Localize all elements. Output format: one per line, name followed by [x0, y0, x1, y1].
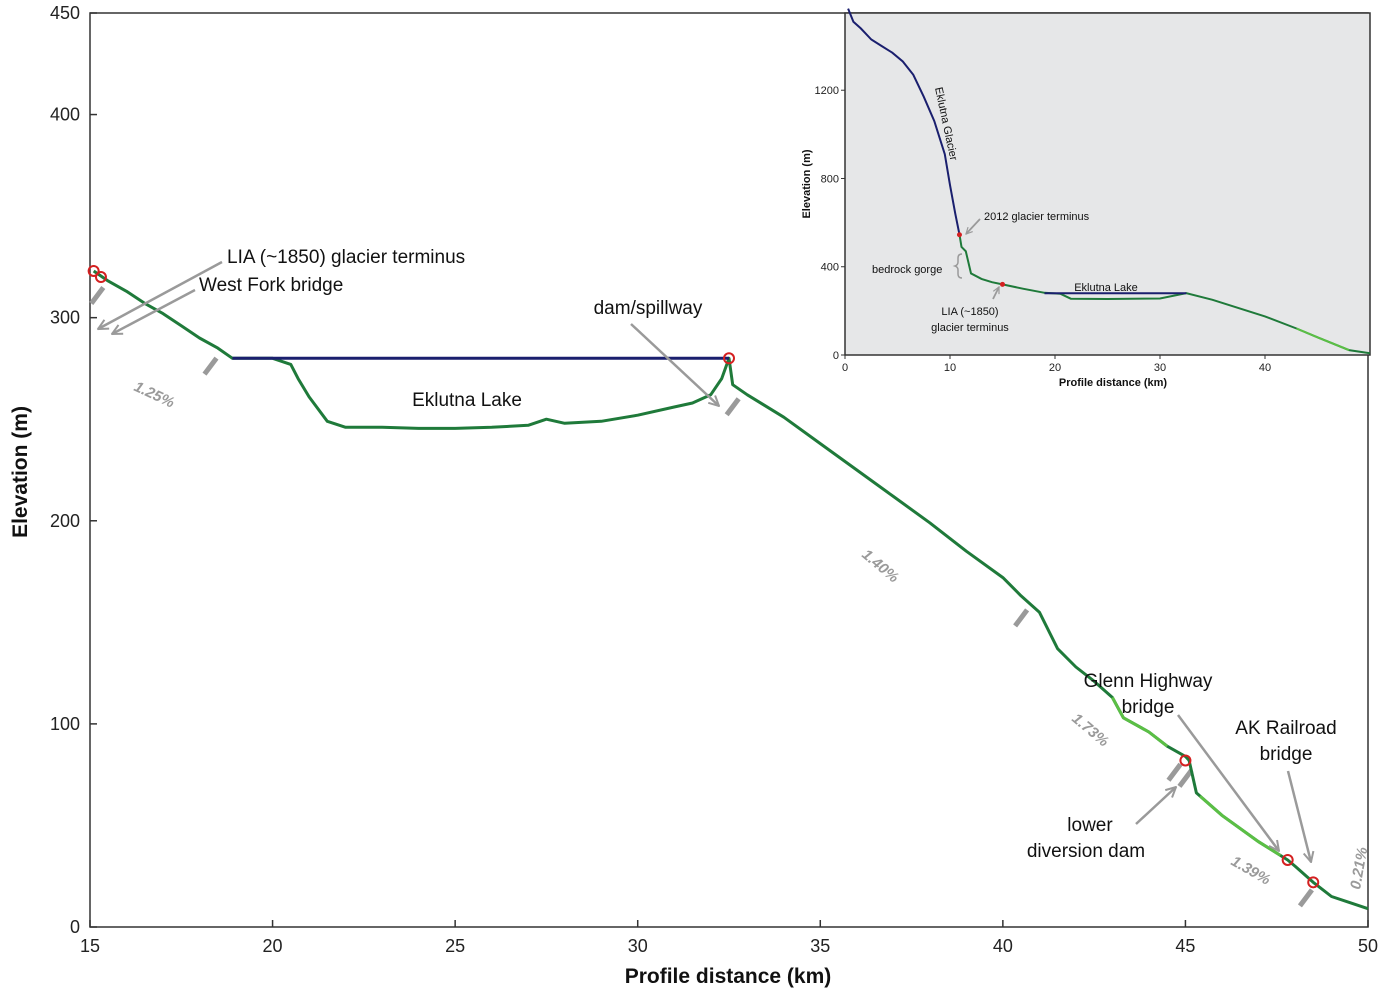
glenn-arrow [1176, 714, 1279, 851]
y-tick-label: 0 [70, 917, 80, 937]
inset-y-axis-title: Elevation (m) [801, 149, 813, 218]
inset-x-axis-title: Profile distance (km) [1059, 377, 1168, 389]
dam-spillway-label: dam/spillway [594, 298, 703, 319]
x-tick-label: 20 [263, 936, 283, 956]
gradient-label-1: 1.25% [131, 378, 177, 411]
inset-x-axis-ticks: 0 10 20 30 40 [842, 355, 1271, 374]
site-marker-circle [94, 271, 107, 284]
inset-x-tick-label: 20 [1049, 362, 1061, 374]
inset-lia-label-line1: LIA (~1850) [941, 306, 998, 318]
west-fork-bridge-label: West Fork bridge [199, 275, 343, 296]
inset-y-tick-label: 400 [821, 262, 839, 274]
ak-railroad-label-line2: bridge [1260, 744, 1313, 765]
inset-markers [956, 232, 1005, 287]
y-axis-title: Elevation (m) [9, 406, 32, 538]
lower-diversion-label-line2: diversion dam [1027, 841, 1145, 862]
inset-x-tick-label: 40 [1259, 362, 1271, 374]
inset-x-tick-label: 10 [944, 362, 956, 374]
gradient-label-2: 1.40% [858, 546, 902, 586]
inset-river-light-segment [1296, 327, 1350, 352]
inset-profile-series [847, 8, 1371, 355]
lia-arrow [98, 260, 223, 331]
y-axis-ticks: 0 100 200 300 400 450 [50, 3, 97, 937]
y-tick-label: 200 [50, 511, 80, 531]
gradient-break-tick [202, 356, 219, 376]
bedrock-gorge-label: bedrock gorge [872, 264, 942, 276]
plot-frame [89, 12, 1369, 928]
terminus-2012-label: 2012 glacier terminus [984, 211, 1090, 223]
ak-railroad-label-line1: AK Railroad [1235, 718, 1336, 739]
inset-y-axis-ticks: 0 400 800 1200 [815, 85, 845, 362]
gradient-label-3: 1.73% [1068, 710, 1112, 750]
inset-x-tick-label: 0 [842, 362, 848, 374]
gorge-brace [952, 253, 963, 279]
profile-series [92, 269, 1369, 911]
x-tick-label: 40 [993, 936, 1013, 956]
gradient-break-tick [724, 397, 741, 417]
site-marker-circle [1307, 876, 1320, 889]
lower-dam-arrow [1135, 787, 1176, 825]
lower-diversion-label-line1: lower [1067, 815, 1113, 836]
site-marker-circle [87, 264, 100, 277]
glenn-highway-label-line1: Glenn Highway [1084, 671, 1213, 692]
river-bed-line [92, 269, 1369, 911]
site-marker-circle [723, 352, 735, 365]
y-tick-label: 100 [50, 714, 80, 734]
inset-y-tick-label: 0 [833, 350, 839, 362]
annotation-arrows [98, 260, 1311, 862]
inset-lia-label-line2: glacier terminus [931, 322, 1009, 334]
river-light-segment [1199, 794, 1282, 857]
x-tick-label: 30 [628, 936, 648, 956]
site-markers [87, 264, 1320, 889]
x-tick-label: 50 [1358, 936, 1378, 956]
inset-y-tick-label: 800 [821, 173, 839, 185]
gradient-break-ticks [89, 285, 1314, 908]
gradient-break-tick [89, 285, 106, 305]
x-axis-ticks: 15 20 25 30 35 40 45 50 [80, 920, 1378, 956]
gradient-label-4: 1.39% [1228, 853, 1273, 889]
lia-terminus-label: LIA (~1850) glacier terminus [227, 247, 465, 268]
glenn-highway-label-line2: bridge [1122, 697, 1175, 718]
y-tick-label: 400 [50, 105, 80, 125]
x-tick-label: 45 [1175, 936, 1195, 956]
site-marker-circle [1179, 754, 1192, 767]
x-axis-title: Profile distance (km) [625, 965, 832, 988]
gradient-break-tick [1013, 608, 1030, 628]
lia-inset-arrow [992, 287, 1000, 300]
x-tick-label: 15 [80, 936, 100, 956]
river-light-segment [1111, 696, 1169, 748]
y-tick-label: 450 [50, 3, 80, 23]
x-tick-label: 25 [445, 936, 465, 956]
inset-x-tick-label: 30 [1154, 362, 1166, 374]
gradient-break-tick [1166, 762, 1183, 782]
gradient-break-tick [1297, 888, 1314, 908]
gradient-break-tick [1177, 768, 1194, 788]
inset-arrows [966, 218, 1000, 300]
ak-arrow [1286, 770, 1311, 862]
site-marker-circle [1281, 853, 1294, 866]
inset-y-tick-label: 1200 [815, 85, 839, 97]
west-fork-arrow [112, 288, 196, 336]
dam-arrow [630, 323, 719, 406]
terminus-2012-arrow [966, 218, 981, 234]
inset-marker-dot [1000, 281, 1005, 287]
inset-marker-dot [956, 232, 962, 238]
inset-lake-label: Eklutna Lake [1074, 282, 1138, 294]
eklutna-lake-label: Eklutna Lake [412, 390, 522, 411]
x-tick-label: 35 [810, 936, 830, 956]
inset-glacier-line [847, 8, 961, 235]
inset-full-profile: 0 10 20 30 40 0 400 800 1200 Profile distance (… [801, 8, 1371, 389]
inset-river-line [958, 234, 1371, 355]
inset-background [844, 12, 1371, 356]
y-tick-label: 300 [50, 308, 80, 328]
